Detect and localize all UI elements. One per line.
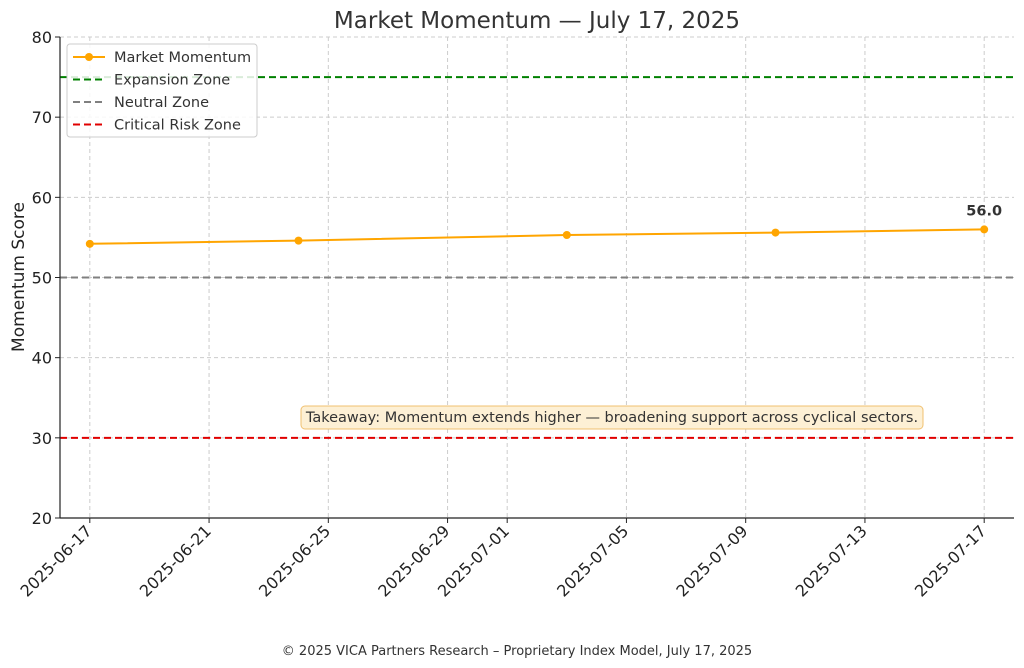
y-tick-label-6: 80 xyxy=(32,28,52,47)
x-tick-label-2: 2025-06-25 xyxy=(255,521,334,600)
x-tick-labels: 2025-06-17 2025-06-21 2025-06-25 2025-06-29… xyxy=(16,518,990,601)
x-tick-label-8: 2025-07-17 xyxy=(911,521,990,600)
takeaway-text: Takeaway: Momentum extends higher — broa… xyxy=(305,410,918,426)
data-point-4 xyxy=(980,225,989,234)
series-line-market-momentum xyxy=(89,228,985,245)
y-tick-label-4: 60 xyxy=(32,188,52,207)
legend: Market Momentum Expansion Zone Neutral Zon… xyxy=(66,43,258,138)
footer-text: © 2025 VICA Partners Research – Propriet… xyxy=(282,644,752,659)
y-axis-label: Momentum Score xyxy=(9,202,29,352)
y-tick-labels: 20 30 40 50 60 70 80 xyxy=(32,28,60,528)
data-point-2 xyxy=(562,231,571,240)
x-tick-label-6: 2025-07-09 xyxy=(672,521,751,600)
takeaway-annotation: Takeaway: Momentum extends higher — broa… xyxy=(300,405,924,430)
data-point-1 xyxy=(294,236,303,245)
y-tick-label-1: 30 xyxy=(32,429,52,448)
takeaway-box xyxy=(300,405,924,430)
x-tick-label-7: 2025-07-13 xyxy=(792,521,871,600)
legend-box xyxy=(66,43,258,138)
chart-title: Market Momentum — July 17, 2025 xyxy=(334,8,740,34)
y-tick-label-2: 40 xyxy=(32,349,52,368)
x-tick-label-5: 2025-07-05 xyxy=(553,521,632,600)
legend-label-1: Expansion Zone xyxy=(114,73,230,89)
data-label-last: 56.0 xyxy=(966,203,1002,219)
legend-label-2: Neutral Zone xyxy=(114,95,209,111)
y-tick-label-5: 70 xyxy=(32,108,52,127)
y-tick-label-3: 50 xyxy=(32,269,52,288)
data-point-3 xyxy=(771,228,780,237)
x-tick-label-0: 2025-06-17 xyxy=(16,521,95,600)
series-layer: 56.0 xyxy=(85,203,1002,248)
x-tick-label-1: 2025-06-21 xyxy=(136,521,215,600)
legend-label-0: Market Momentum xyxy=(114,50,251,66)
y-tick-label-0: 20 xyxy=(32,509,52,528)
legend-label-3: Critical Risk Zone xyxy=(114,118,241,134)
data-point-0 xyxy=(85,239,94,248)
legend-marker-0 xyxy=(85,53,93,61)
